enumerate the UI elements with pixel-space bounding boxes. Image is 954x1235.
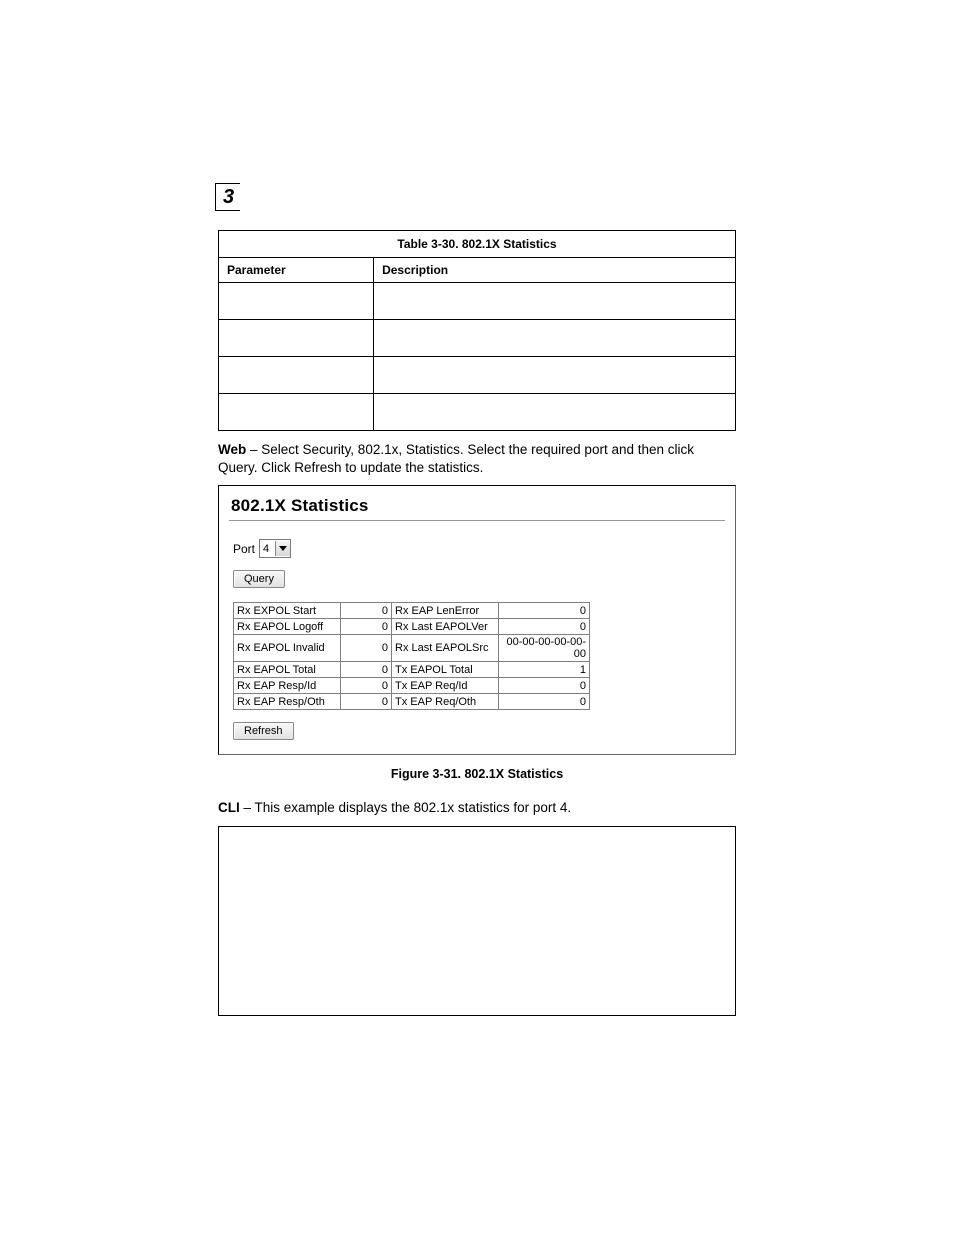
stat-label: Rx EAP Resp/Id [234, 678, 341, 694]
query-button[interactable]: Query [233, 570, 285, 588]
stat-value: 0 [341, 603, 392, 619]
port-select-value: 4 [263, 543, 275, 555]
chapter-number: 3 [223, 186, 233, 209]
stat-label: Tx EAPOL Total [392, 662, 499, 678]
stats-row: Rx EAP Resp/Id0Tx EAP Req/Id0 [234, 678, 590, 694]
table-title: Table 3-30. 802.1X Statistics [219, 231, 736, 258]
stat-value: 0 [499, 694, 590, 710]
stats-row: Rx EAPOL Logoff0Rx Last EAPOLVer0 [234, 619, 590, 635]
stat-label: Rx EXPOL Start [234, 603, 341, 619]
stat-value: 0 [499, 619, 590, 635]
stats-row: Rx EAPOL Total0Tx EAPOL Total1 [234, 662, 590, 678]
table-row [219, 357, 736, 394]
table-header-description: Description [374, 258, 736, 283]
stat-label: Rx EAP LenError [392, 603, 499, 619]
stat-value: 0 [341, 694, 392, 710]
screenshot-title: 802.1X Statistics [231, 496, 725, 516]
stat-label: Rx EAPOL Logoff [234, 619, 341, 635]
stat-label: Rx EAP Resp/Oth [234, 694, 341, 710]
stat-value: 0 [341, 662, 392, 678]
screenshot-802-1x-statistics: 802.1X Statistics Port 4 Query Rx EXPOL … [218, 485, 736, 755]
stat-label: Rx EAPOL Total [234, 662, 341, 678]
web-bold: Web [218, 442, 246, 457]
stat-label: Tx EAP Req/Id [392, 678, 499, 694]
stat-value: 1 [499, 662, 590, 678]
stat-label: Tx EAP Req/Oth [392, 694, 499, 710]
port-select[interactable]: 4 [259, 539, 291, 558]
stats-row: Rx EXPOL Start0Rx EAP LenError0 [234, 603, 590, 619]
table-header-parameter: Parameter [219, 258, 374, 283]
table-802-1x-statistics: Table 3-30. 802.1X Statistics Parameter … [218, 230, 736, 431]
web-rest: – Select Security, 802.1x, Statistics. S… [218, 442, 694, 475]
stat-value: 00-00-00-00-00-00 [499, 635, 590, 662]
stat-label: Rx Last EAPOLSrc [392, 635, 499, 662]
chapter-tab: 3 [215, 183, 240, 211]
chevron-down-icon [275, 541, 290, 556]
refresh-button[interactable]: Refresh [233, 722, 294, 740]
cli-rest: – This example displays the 802.1x stati… [240, 800, 571, 815]
stat-label: Rx EAPOL Invalid [234, 635, 341, 662]
table-row [219, 320, 736, 357]
screenshot-divider [229, 520, 725, 521]
figure-caption: Figure 3-31. 802.1X Statistics [218, 767, 736, 781]
stat-value: 0 [499, 603, 590, 619]
stat-value: 0 [499, 678, 590, 694]
stat-label: Rx Last EAPOLVer [392, 619, 499, 635]
cli-bold: CLI [218, 800, 240, 815]
cli-output-box [218, 826, 736, 1016]
table-row [219, 394, 736, 431]
stats-row: Rx EAP Resp/Oth0Tx EAP Req/Oth0 [234, 694, 590, 710]
stat-value: 0 [341, 635, 392, 662]
stats-row: Rx EAPOL Invalid0Rx Last EAPOLSrc00-00-0… [234, 635, 590, 662]
port-label: Port [233, 542, 255, 556]
stats-table: Rx EXPOL Start0Rx EAP LenError0Rx EAPOL … [233, 602, 590, 710]
web-instructions: Web – Select Security, 802.1x, Statistic… [218, 441, 736, 477]
stat-value: 0 [341, 678, 392, 694]
cli-instructions: CLI – This example displays the 802.1x s… [218, 799, 736, 817]
table-row [219, 283, 736, 320]
stat-value: 0 [341, 619, 392, 635]
